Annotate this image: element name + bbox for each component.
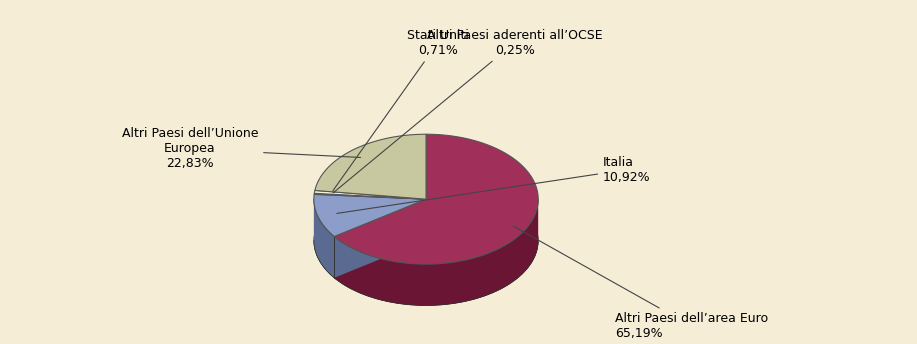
Text: Stati Uniti
0,71%: Stati Uniti 0,71% (333, 29, 469, 191)
Polygon shape (315, 191, 426, 199)
Polygon shape (334, 200, 538, 305)
Text: Altri Paesi dell’area Euro
65,19%: Altri Paesi dell’area Euro 65,19% (513, 226, 768, 340)
Polygon shape (334, 199, 426, 278)
Text: Altri Paesi dell’Unione
Europea
22,83%: Altri Paesi dell’Unione Europea 22,83% (122, 128, 360, 171)
Text: Altri Paesi aderenti all’OCSE
0,25%: Altri Paesi aderenti all’OCSE 0,25% (333, 29, 602, 193)
Ellipse shape (314, 175, 538, 305)
Text: Italia
10,92%: Italia 10,92% (337, 155, 651, 213)
Polygon shape (314, 199, 334, 278)
Polygon shape (334, 199, 426, 278)
Polygon shape (315, 134, 426, 199)
Polygon shape (334, 134, 538, 264)
Polygon shape (315, 193, 426, 199)
Polygon shape (314, 194, 426, 236)
